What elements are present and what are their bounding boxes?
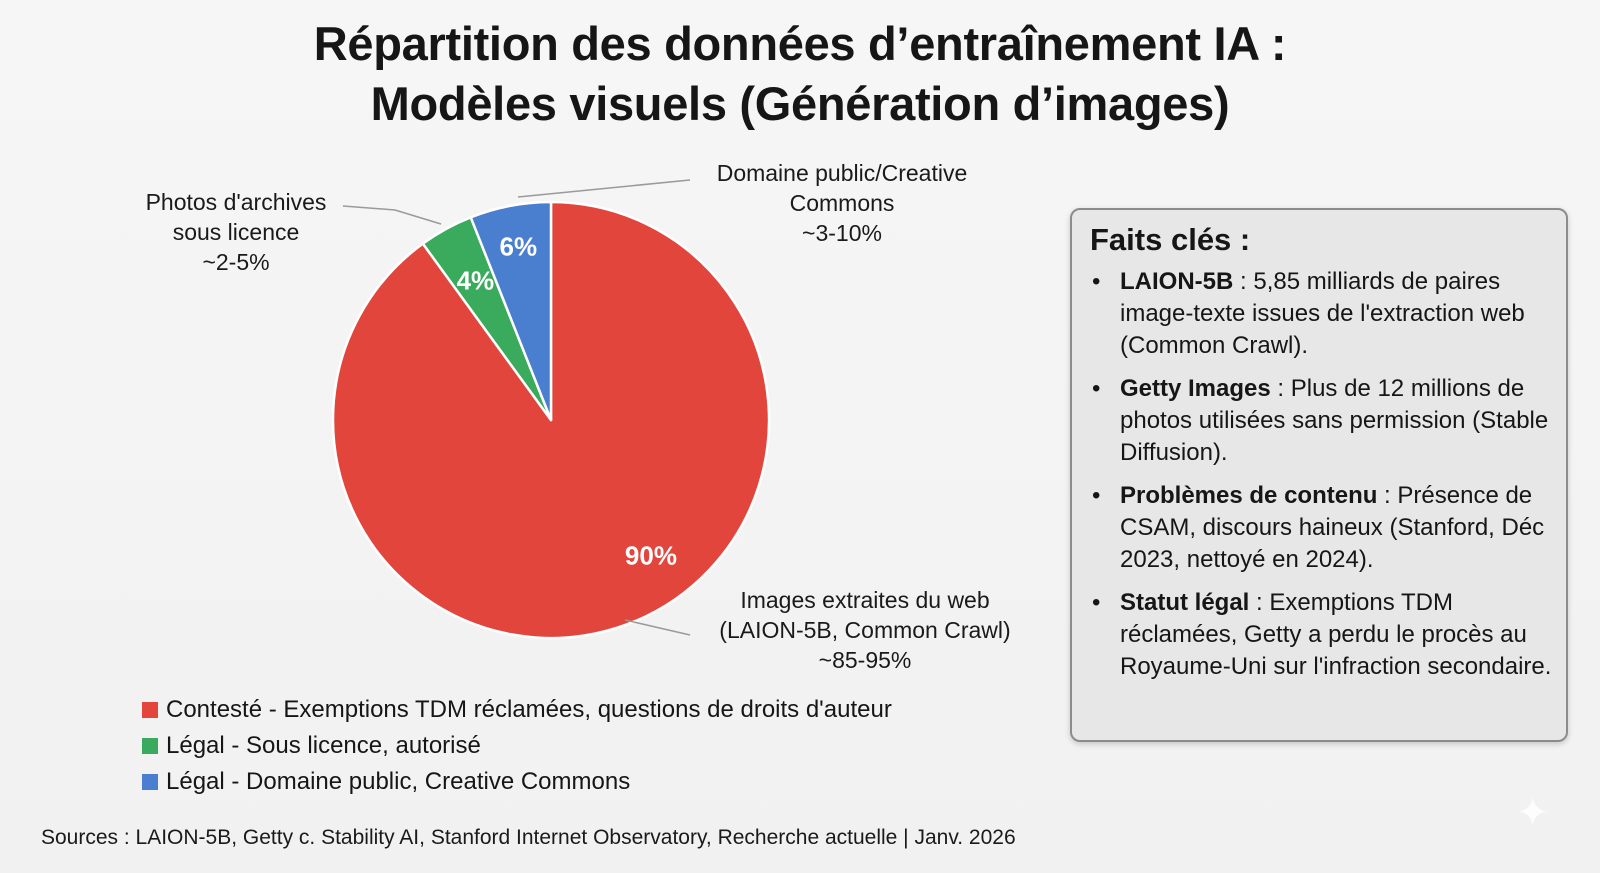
callout-line-licensed-stock [342, 205, 442, 225]
slice-label-web-scraped: 90% [625, 540, 677, 570]
callout-public-domain-line-2: Commons [790, 190, 895, 216]
legend-label: Contesté - Exemptions TDM réclamées, que… [166, 696, 892, 723]
slice-label-licensed-stock: 4% [457, 265, 495, 295]
callout-line-web-scraped [624, 619, 691, 636]
chart-title-line-2: Modèles visuels (Génération d’images) [370, 77, 1230, 130]
key-facts-panel: Faits clés : • LAION-5B : 5,85 milliards… [1070, 208, 1568, 742]
callout-licensed-stock-line-2: sous licence [173, 219, 300, 245]
sparkle-icon: ✦ [1516, 791, 1550, 835]
sources-footnote: Sources : LAION-5B, Getty c. Stability A… [41, 826, 1016, 849]
legend-swatch-green [142, 738, 158, 754]
fact-item-getty: • Getty Images : Plus de 12 millions de … [1090, 373, 1552, 469]
callout-licensed-stock-line-3: ~2-5% [202, 249, 269, 275]
legend-item-licensed: Légal - Sous licence, autorisé [142, 728, 892, 764]
legend-item-contested: Contesté - Exemptions TDM réclamées, que… [142, 692, 892, 728]
callout-public-domain-line-1: Domaine public/Creative [717, 160, 968, 186]
fact-term: LAION-5B [1120, 268, 1234, 295]
callout-web-scraped-line-2: (LAION-5B, Common Crawl) [719, 617, 1010, 643]
bullet-icon: • [1092, 268, 1101, 295]
legend-label: Légal - Sous licence, autorisé [166, 732, 481, 759]
fact-term: Statut légal [1120, 589, 1250, 616]
callout-web-scraped-line-1: Images extraites du web [740, 587, 989, 613]
fact-item-content-issues: • Problèmes de contenu : Présence de CSA… [1090, 480, 1552, 576]
legend-label: Légal - Domaine public, Creative Commons [166, 768, 631, 795]
fact-text: : Présence de CSAM, discours haineux (St… [1120, 482, 1545, 573]
fact-text: : 5,85 milliards de paires image-texte i… [1120, 268, 1525, 359]
key-facts-list: • LAION-5B : 5,85 milliards de paires im… [1090, 266, 1552, 683]
callout-licensed-stock-line-1: Photos d'archives [146, 189, 327, 215]
bullet-icon: • [1092, 375, 1101, 402]
fact-text: : Exemptions TDM réclamées, Getty a perd… [1120, 589, 1552, 680]
chart-title-line-1: Répartition des données d’entraînement I… [313, 17, 1287, 70]
fact-text: : Plus de 12 millions de photos utilisée… [1120, 375, 1549, 466]
callout-line-public-domain [517, 179, 691, 198]
fact-item-legal-status: • Statut légal : Exemptions TDM réclamée… [1090, 587, 1552, 683]
bullet-icon: • [1092, 482, 1101, 509]
legend-swatch-red [142, 702, 158, 718]
callout-web-scraped-line-3: ~85-95% [819, 647, 912, 673]
fact-term: Problèmes de contenu [1120, 482, 1378, 509]
slice-label-public-domain: 6% [500, 232, 538, 262]
chart-title: Répartition des données d’entraînement I… [0, 14, 1600, 134]
pie-slice-public-domain [469, 200, 553, 422]
key-facts-title: Faits clés : [1090, 222, 1251, 257]
legend-item-public-domain: Légal - Domaine public, Creative Commons [142, 764, 892, 800]
legend: Contesté - Exemptions TDM réclamées, que… [142, 692, 892, 800]
legend-swatch-blue [142, 774, 158, 790]
callout-public-domain-line-3: ~3-10% [802, 220, 882, 246]
bullet-icon: • [1092, 589, 1101, 616]
fact-term: Getty Images [1120, 375, 1271, 402]
pie-chart: 90% 4%6% Images extraites du web (LAION-5B,… [146, 160, 1011, 673]
fact-item-laion: • LAION-5B : 5,85 milliards de paires im… [1090, 266, 1552, 362]
